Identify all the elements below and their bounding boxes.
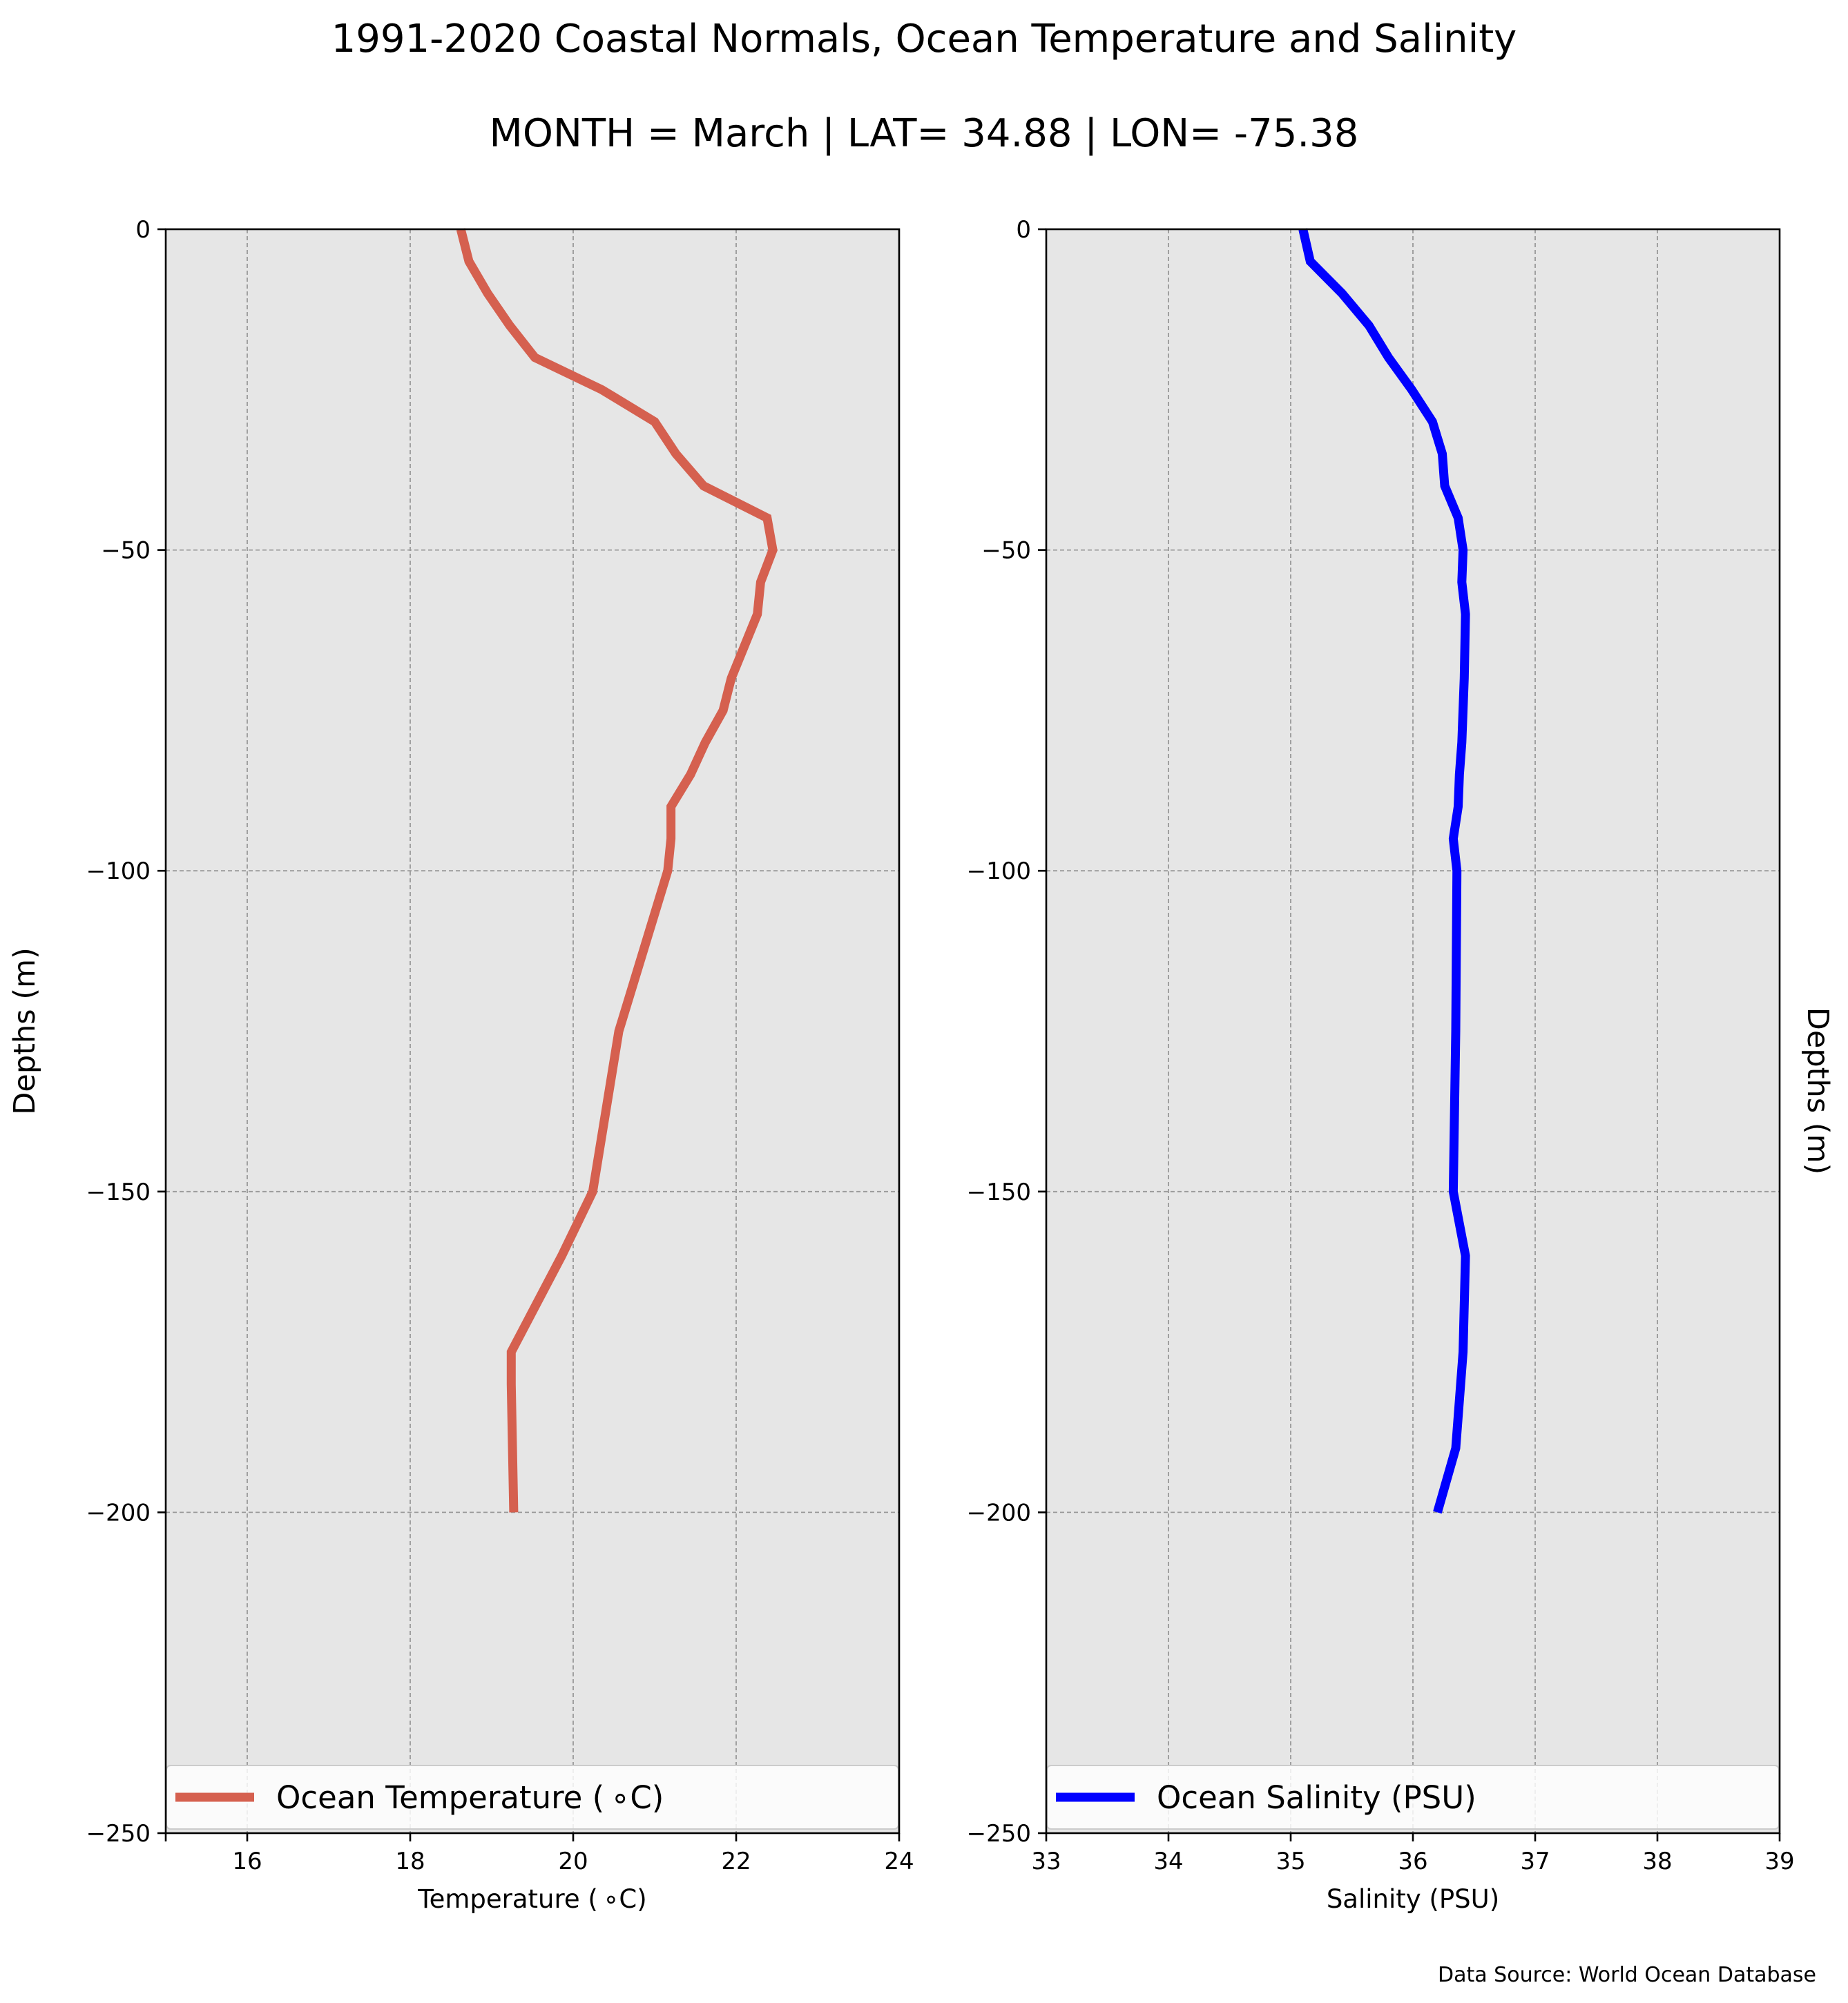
salinity-x-tick-label: 36 bbox=[1398, 1848, 1427, 1875]
temperature-x-tick-label: 16 bbox=[232, 1848, 262, 1875]
salinity-y-tick-label: −250 bbox=[967, 1820, 1031, 1848]
chart-subtitle: MONTH = March | LAT= 34.88 | LON= -75.38 bbox=[490, 111, 1359, 156]
salinity-x-tick-label: 37 bbox=[1520, 1848, 1550, 1875]
salinity-y-tick-label: −200 bbox=[967, 1499, 1031, 1527]
salinity-panel: Ocean Salinity (PSU) 33 34 35 36 37 38 39 0 −50 −1… bbox=[967, 216, 1795, 1914]
data-source-note: Data Source: World Ocean Database bbox=[1438, 1963, 1816, 1987]
temperature-y-tick-label: 0 bbox=[135, 216, 151, 244]
chart-title: 1991-2020 Coastal Normals, Ocean Tempera… bbox=[331, 17, 1517, 61]
salinity-x-tick-label: 33 bbox=[1031, 1848, 1061, 1875]
salinity-x-tick-label: 34 bbox=[1153, 1848, 1183, 1875]
salinity-y-tick-label: −50 bbox=[981, 537, 1031, 565]
salinity-x-tick-label: 35 bbox=[1276, 1848, 1305, 1875]
temperature-y-tick-label: −50 bbox=[101, 537, 151, 565]
salinity-x-axis-label: Salinity (PSU) bbox=[1327, 1884, 1499, 1914]
temperature-x-tick-label: 24 bbox=[884, 1848, 914, 1875]
salinity-y-tick-label: −100 bbox=[967, 858, 1031, 885]
temperature-x-tick-label: 22 bbox=[721, 1848, 751, 1875]
temperature-panel: Ocean Temperature ( ∘C) 16 18 20 22 24 0 −50 −10… bbox=[8, 216, 914, 1914]
temperature-x-tick-label: 20 bbox=[558, 1848, 588, 1875]
temperature-y-tick-label: −150 bbox=[86, 1179, 151, 1206]
temperature-y-tick-label: −200 bbox=[86, 1499, 151, 1527]
salinity-x-tick-label: 39 bbox=[1764, 1848, 1794, 1875]
temperature-y-tick-label: −250 bbox=[86, 1820, 151, 1848]
salinity-y-tick-label: −150 bbox=[967, 1179, 1031, 1206]
salinity-y-tick-label: 0 bbox=[1016, 216, 1031, 244]
right-y-axis-label: Depths (m) bbox=[1800, 1007, 1835, 1174]
temperature-y-axis-label: Depths (m) bbox=[8, 947, 42, 1114]
salinity-legend-label: Ocean Salinity (PSU) bbox=[1157, 1779, 1476, 1816]
temperature-x-tick-label: 18 bbox=[395, 1848, 425, 1875]
temperature-x-axis-label: Temperature ( ∘C) bbox=[417, 1884, 646, 1914]
temperature-plot-area bbox=[166, 229, 899, 1833]
salinity-x-tick-label: 38 bbox=[1642, 1848, 1672, 1875]
temperature-y-tick-label: −100 bbox=[86, 858, 151, 885]
temperature-legend-label: Ocean Temperature ( ∘C) bbox=[276, 1779, 664, 1816]
